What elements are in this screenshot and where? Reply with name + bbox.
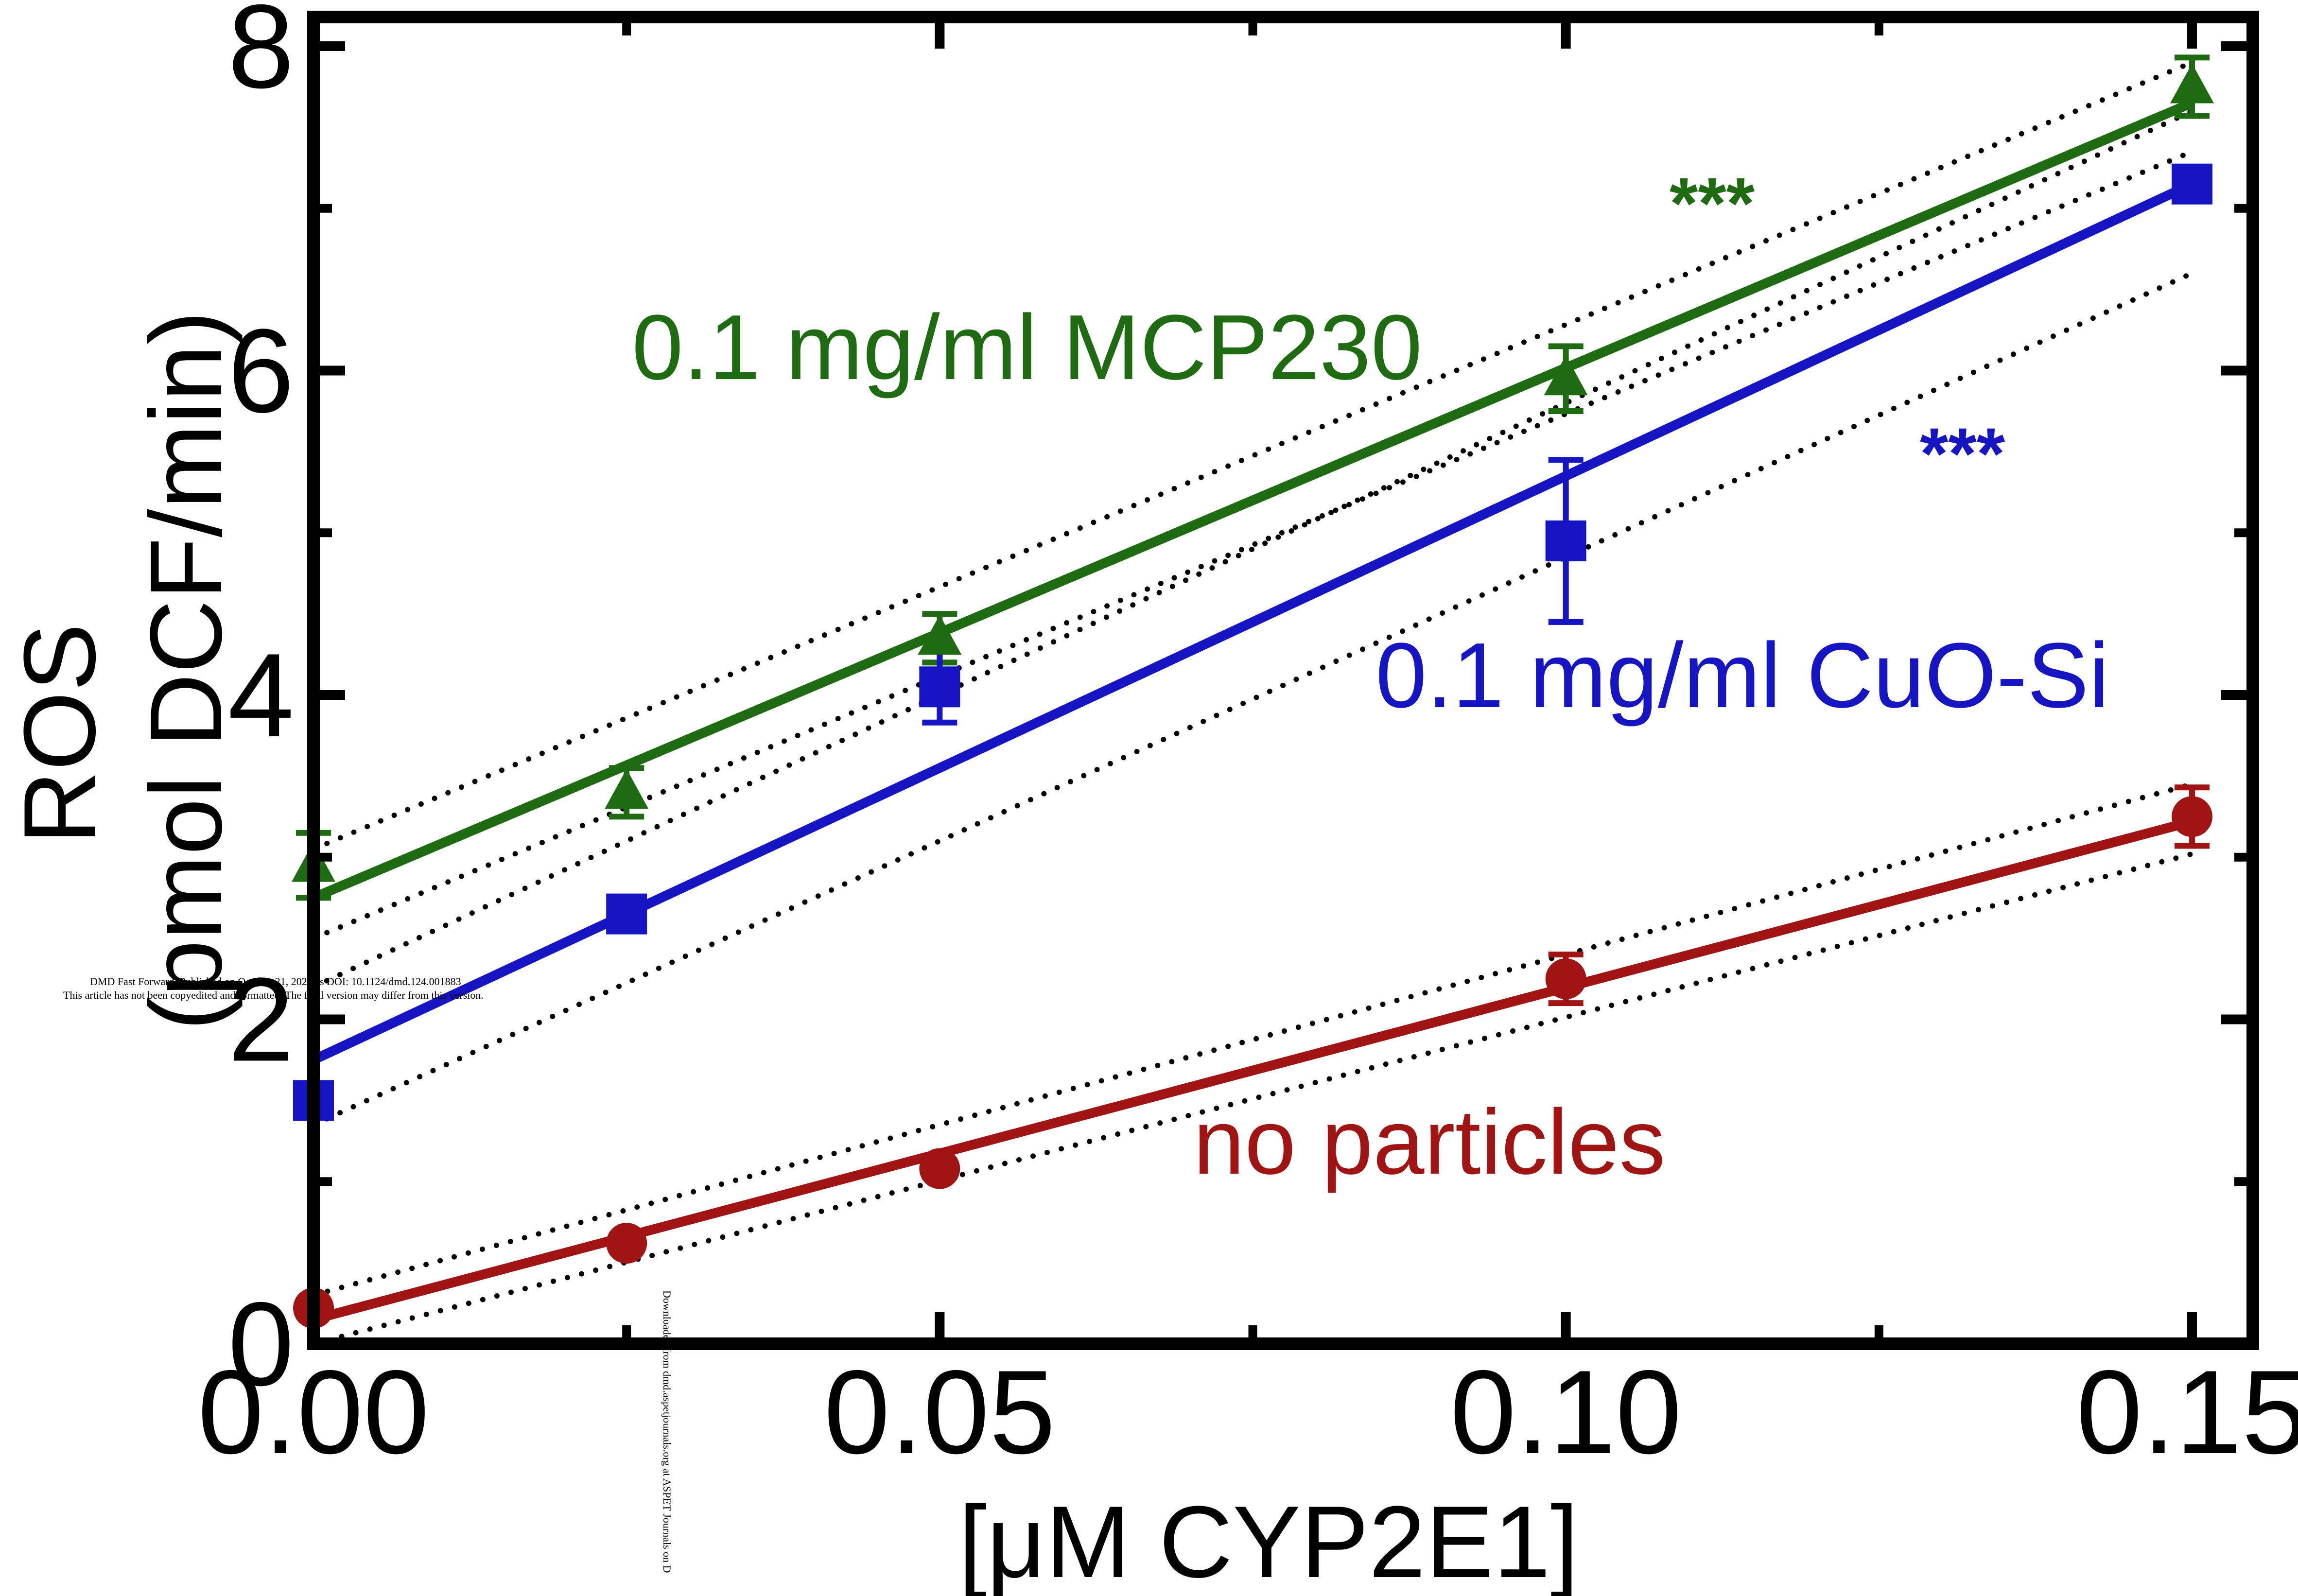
x-tick-label: 0.00 [198,1345,430,1478]
confidence-bands [311,59,2195,1347]
x-axis-title: [μM CYP2E1] [958,1485,1579,1596]
y-tick-label: 6 [228,304,294,437]
fit-line [312,816,2194,1324]
data-point-triangle [1544,355,1588,396]
significance-cuo-si: *** [1920,413,2005,494]
y-axis-title-line2: (pmol DCF/min) [129,311,243,1031]
series-label-no-particles: no particles [1193,1091,1666,1194]
y-axis-title-line1: ROS [2,623,117,844]
watermark-line1: DMD Fast Forward. Published on October 2… [90,975,461,988]
confidence-line-ci-upper [311,59,2195,852]
confidence-line-ci-lower [311,149,2195,941]
fit-line [312,98,2194,902]
data-point-circle [2172,796,2212,837]
confidence-line-ci-upper [311,781,2195,1298]
confidence-line-ci-lower [311,851,2195,1347]
data-point-circle [606,1223,647,1264]
data-point-circle [1545,958,1586,1000]
data-point-triangle [2170,63,2214,104]
confidence-line-ci-lower [311,270,2195,1128]
significance-mcp230: *** [1670,162,1755,244]
x-tick-label: 0.05 [824,1345,1056,1478]
y-tick-label: 0 [228,1277,294,1410]
data-point-square [2172,163,2212,205]
data-point-square [1545,520,1586,561]
watermark-vertical: Downloaded from dmd.aspetjournals.org at… [661,1290,673,1573]
data-point-circle [919,1148,960,1189]
series-label-cuo-si: 0.1 mg/ml CuO-Si [1375,624,2109,727]
y-tick-label: 2 [228,953,294,1086]
x-tick-label: 0.10 [1450,1345,1682,1478]
data-point-triangle [918,615,962,655]
watermark-line2: This article has not been copyedited and… [63,989,484,1001]
y-tick-label: 8 [228,0,294,113]
x-tick-label: 0.15 [2076,1345,2298,1478]
axis-ticks [309,17,2253,1349]
plot-frame [307,11,2259,1350]
confidence-line-ci-upper [311,108,2195,990]
series-label-mcp230: 0.1 mg/ml MCP230 [632,296,1422,399]
data-point-square [919,666,960,708]
tick-labels: 0 2 4 6 8 0.00 0.05 0.10 0.15 [198,0,2298,1478]
y-tick-label: 4 [228,628,294,762]
data-point-square [606,893,647,935]
data-point-triangle [605,769,649,809]
